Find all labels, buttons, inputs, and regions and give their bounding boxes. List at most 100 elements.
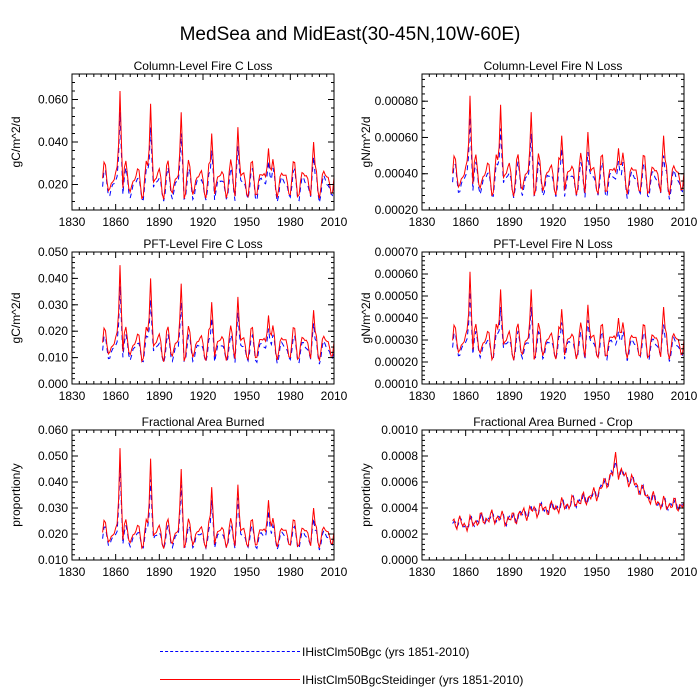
x-tick-label: 1830 <box>409 215 436 229</box>
x-tick-label: 2010 <box>671 389 698 403</box>
x-tick-label: 1950 <box>233 389 260 403</box>
x-tick-label: 1890 <box>496 565 523 579</box>
figure-title: MedSea and MidEast(30-45N,10W-60E) <box>179 24 521 45</box>
x-tick-label: 1890 <box>146 565 173 579</box>
x-tick-label: 1860 <box>452 389 479 403</box>
y-tick-label: 0.020 <box>38 527 68 541</box>
y-tick-label: 0.020 <box>38 324 68 338</box>
chart-panel-4: PFT-Level Fire N Loss gN/m^2/d 1830 1860 189… <box>359 237 698 403</box>
y-axis-label: proportion/y <box>359 463 373 526</box>
x-tick-label: 1860 <box>102 565 129 579</box>
chart-panel-1: Column-Level Fire C Loss gC/m^2/d 1830 1860… <box>9 59 348 229</box>
chart-panel-2: Column-Level Fire N Loss gN/m^2/d 1830 1860… <box>359 59 698 229</box>
x-tick-label: 1980 <box>627 215 654 229</box>
y-tick-label: 0.030 <box>38 501 68 515</box>
y-axis-label: gC/m^2/d <box>9 293 23 344</box>
y-tick-label: 0.0008 <box>381 449 418 463</box>
y-tick-label: 0.060 <box>38 93 68 107</box>
x-tick-label: 2010 <box>671 215 698 229</box>
y-tick-label: 0.00070 <box>375 245 419 259</box>
y-tick-label: 0.030 <box>38 298 68 312</box>
plot-frame <box>71 73 335 211</box>
x-tick-label: 1980 <box>277 389 304 403</box>
x-tick-label: 1920 <box>190 565 217 579</box>
chart-panel-6: Fractional Area Burned - Crop proportion/… <box>359 415 698 579</box>
x-tick-label: 1860 <box>102 215 129 229</box>
y-tick-label: 0.000 <box>38 377 68 391</box>
series-line-steidinger <box>452 452 684 533</box>
y-tick-label: 0.0006 <box>381 475 418 489</box>
y-tick-label: 0.00040 <box>375 167 419 181</box>
x-tick-label: 1980 <box>277 215 304 229</box>
x-tick-label: 2010 <box>321 389 348 403</box>
y-tick-label: 0.00060 <box>375 130 419 144</box>
x-tick-label: 1980 <box>627 389 654 403</box>
x-tick-label: 1890 <box>146 389 173 403</box>
x-tick-label: 1830 <box>409 565 436 579</box>
x-tick-label: 2010 <box>321 565 348 579</box>
x-tick-label: 1950 <box>583 565 610 579</box>
x-tick-label: 1860 <box>452 565 479 579</box>
y-tick-label: 0.0002 <box>381 527 418 541</box>
panel-title: Fractional Area Burned <box>142 415 265 429</box>
x-tick-label: 1950 <box>583 215 610 229</box>
chart-panel-3: PFT-Level Fire C Loss gC/m^2/d 1830 1860 189… <box>9 237 348 403</box>
panel-title: Fractional Area Burned - Crop <box>473 415 633 429</box>
series-line-steidinger <box>102 265 334 363</box>
y-tick-label: 0.00010 <box>375 377 419 391</box>
y-axis-label: gC/m^2/d <box>9 117 23 168</box>
y-tick-label: 0.0000 <box>381 553 418 567</box>
panel-title: PFT-Level Fire C Loss <box>143 237 262 251</box>
x-tick-label: 1920 <box>540 565 567 579</box>
x-tick-label: 1920 <box>190 215 217 229</box>
series-line-steidinger <box>102 90 334 200</box>
x-tick-label: 1860 <box>102 389 129 403</box>
y-tick-label: 0.050 <box>38 245 68 259</box>
y-tick-label: 0.060 <box>38 423 68 437</box>
y-tick-label: 0.00040 <box>375 311 419 325</box>
series-line-steidinger <box>452 271 684 362</box>
y-tick-label: 0.00030 <box>375 333 419 347</box>
x-tick-label: 1830 <box>59 389 86 403</box>
y-tick-label: 0.010 <box>38 553 68 567</box>
plot-frame <box>421 251 685 385</box>
chart-panel-5: Fractional Area Burned proportion/y 1830 18… <box>9 415 348 579</box>
x-tick-label: 1950 <box>233 565 260 579</box>
y-tick-label: 0.00050 <box>375 289 419 303</box>
legend-label-bgc: IHistClm50Bgc (yrs 1851-2010) <box>302 645 470 659</box>
x-tick-label: 1860 <box>452 215 479 229</box>
x-tick-label: 1980 <box>627 565 654 579</box>
y-axis-label: proportion/y <box>9 463 23 526</box>
series-line-steidinger <box>102 448 334 550</box>
x-tick-label: 1920 <box>540 389 567 403</box>
plot-frame <box>421 73 685 211</box>
legend-line-solid-red <box>160 679 300 680</box>
series-line-bgc <box>452 461 684 529</box>
panel-title: PFT-Level Fire N Loss <box>493 237 612 251</box>
x-tick-label: 1890 <box>146 215 173 229</box>
x-tick-label: 1830 <box>59 215 86 229</box>
panel-title: Column-Level Fire N Loss <box>484 59 623 73</box>
y-tick-label: 0.010 <box>38 351 68 365</box>
y-tick-label: 0.040 <box>38 475 68 489</box>
x-tick-label: 1830 <box>59 565 86 579</box>
y-tick-label: 0.020 <box>38 178 68 192</box>
legend-entry-steidinger: IHistClm50BgcSteidinger (yrs 1851-2010) <box>160 670 580 690</box>
y-tick-label: 0.00060 <box>375 267 419 281</box>
x-tick-label: 1920 <box>540 215 567 229</box>
x-tick-label: 1950 <box>233 215 260 229</box>
x-tick-label: 2010 <box>321 215 348 229</box>
y-tick-label: 0.040 <box>38 135 68 149</box>
plot-frame <box>71 251 335 385</box>
x-tick-label: 1950 <box>583 389 610 403</box>
y-tick-label: 0.050 <box>38 449 68 463</box>
series-line-steidinger <box>452 95 684 197</box>
y-axis-label: gN/m^2/d <box>359 117 373 168</box>
x-tick-label: 1830 <box>409 389 436 403</box>
x-tick-label: 1920 <box>190 389 217 403</box>
x-tick-label: 2010 <box>671 565 698 579</box>
panel-title: Column-Level Fire C Loss <box>134 59 273 73</box>
y-tick-label: 0.0010 <box>381 423 418 437</box>
x-tick-label: 1890 <box>496 389 523 403</box>
